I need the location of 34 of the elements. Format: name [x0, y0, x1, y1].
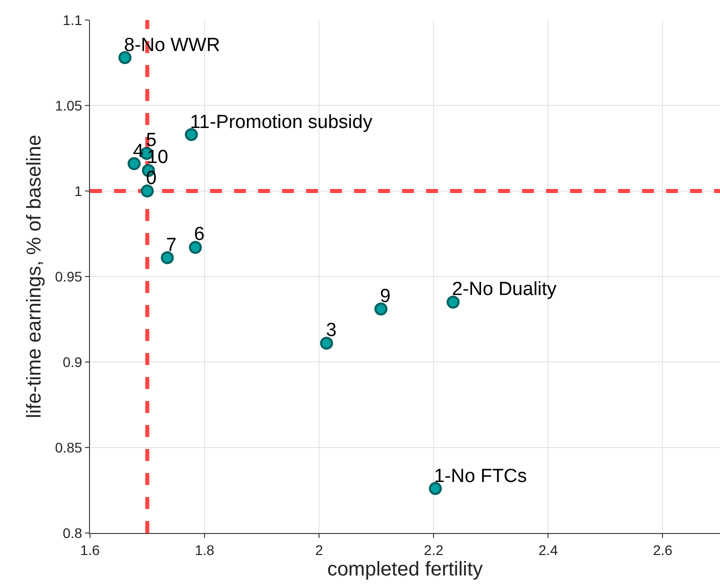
- point: [446, 296, 460, 309]
- annotation: 6: [194, 224, 205, 245]
- y-axis-title: life-time earnings, % of baseline: [23, 134, 46, 418]
- y-tick-label: 0.9: [62, 354, 82, 370]
- point: [184, 128, 198, 142]
- point: [428, 482, 442, 496]
- x-tick-label: 2.2: [424, 542, 444, 558]
- y-tick-label: 0.85: [54, 439, 82, 456]
- annotation: 4: [133, 141, 144, 162]
- annotation: 10: [147, 147, 168, 168]
- x-axis-title: completed fertility: [327, 558, 483, 580]
- point: [160, 251, 174, 264]
- x-tick-label: 2: [315, 542, 324, 558]
- annotation: 2-No Duality: [452, 279, 558, 300]
- annotation: 9: [380, 286, 391, 307]
- x-tick-label: 2.4: [538, 542, 558, 558]
- point: [188, 240, 202, 254]
- point: [140, 184, 154, 198]
- point: [374, 302, 388, 316]
- annotation: 7: [166, 235, 177, 256]
- y-tick-label: 0.95: [54, 268, 82, 284]
- y-tick-label: 0.8: [62, 524, 82, 541]
- point: [320, 336, 334, 350]
- x-tick-label: 1.8: [194, 542, 214, 558]
- y-tick-label: 1.05: [54, 97, 82, 114]
- annotation: 3: [326, 320, 337, 341]
- y-tick-label: 1.1: [62, 12, 82, 28]
- x-tick-label: 2.6: [652, 542, 673, 558]
- point: [128, 157, 141, 170]
- y-tick-label: 1: [74, 182, 82, 199]
- x-tick-label: 1.6: [80, 542, 100, 558]
- point: [118, 51, 132, 64]
- annotation: 11-Promotion subsidy: [190, 112, 373, 133]
- annotation: 1-No FTCs: [434, 466, 527, 487]
